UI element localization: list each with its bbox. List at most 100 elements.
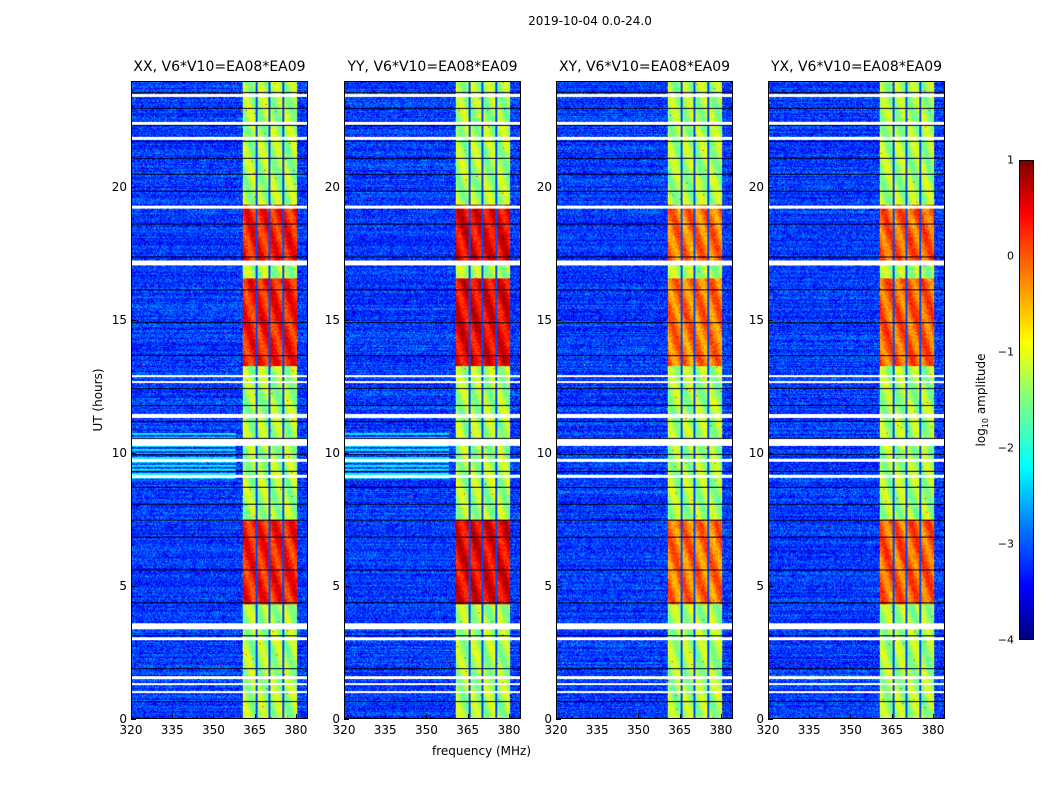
y-tick-mark [768,719,773,720]
colorbar-label-main: log [973,428,988,447]
x-tick-mark [809,714,811,719]
x-tick-label: 350 [627,723,650,737]
x-tick-label: 320 [332,723,356,737]
y-tick-mark [344,719,349,720]
x-tick-mark [932,714,934,719]
y-axis-label: UT (hours) [91,368,105,432]
y-tick-mark [344,453,349,455]
x-tick-label: 335 [373,723,397,737]
x-tick-label: 365 [456,723,480,737]
colorbar-tick-label: −4 [997,633,1014,647]
x-tick-label: 350 [839,723,862,737]
y-tick-mark [556,187,561,189]
x-tick-mark [295,714,297,719]
y-tick-label: 10 [536,446,552,461]
y-tick-label: 15 [111,313,127,328]
x-tick-label: 380 [497,723,521,737]
y-tick-label: 15 [536,313,552,328]
colorbar-tick-label: 1 [1007,153,1014,167]
colorbar-tick-label: −2 [997,441,1014,455]
y-tick-label: 10 [748,446,764,461]
spectrogram-panel [131,81,308,719]
spectrogram-panel [768,81,945,719]
x-tick-mark [638,714,640,719]
x-tick-mark [254,714,256,719]
y-tick-mark [768,187,773,189]
x-tick-mark [213,714,215,719]
y-tick-mark [344,320,349,322]
heatmap-image [132,82,307,718]
x-tick-mark [385,714,387,719]
x-tick-label: 320 [119,723,143,737]
y-tick-mark [131,320,136,322]
y-tick-label: 20 [536,180,552,195]
y-tick-label: 15 [324,313,340,328]
x-tick-mark [426,714,428,719]
y-tick-label: 0 [332,712,340,726]
x-tick-label: 350 [415,723,438,737]
x-tick-mark [508,714,510,719]
y-tick-mark [556,320,561,322]
spectrogram-panel [556,81,733,719]
x-tick-label: 320 [756,723,780,737]
y-tick-mark [556,719,561,720]
y-tick-label: 10 [324,446,340,461]
x-tick-mark [131,714,132,719]
figure-title: 2019-10-04 0.0-24.0 [528,14,652,28]
y-tick-mark [131,719,136,720]
x-tick-label: 350 [202,723,225,737]
y-tick-label: 0 [544,712,552,726]
x-tick-mark [891,714,893,719]
y-tick-mark [556,453,561,455]
x-tick-label: 380 [284,723,308,737]
y-tick-label: 0 [119,712,127,726]
y-tick-label: 10 [111,446,127,461]
x-tick-label: 365 [668,723,692,737]
x-tick-mark [597,714,599,719]
y-tick-mark [344,586,349,588]
x-tick-mark [556,714,557,719]
x-tick-label: 380 [921,723,945,737]
y-tick-label: 20 [324,180,340,195]
y-tick-mark [344,187,349,189]
y-tick-mark [131,187,136,189]
x-tick-mark [172,714,174,719]
y-tick-label: 5 [756,579,764,594]
colorbar-tick-label: 0 [1007,249,1014,263]
x-tick-label: 335 [160,723,184,737]
spectrogram-panel [344,81,521,719]
panel-title: XY, V6*V10=EA08*EA09 [558,59,731,75]
x-tick-mark [720,714,722,719]
colorbar-tick-label: −1 [997,345,1014,359]
x-tick-label: 335 [585,723,609,737]
x-tick-mark [850,714,852,719]
x-tick-mark [467,714,469,719]
panel-title: YX, V6*V10=EA08*EA09 [770,59,943,75]
y-tick-mark [768,320,773,322]
panel-title: XX, V6*V10=EA08*EA09 [133,59,306,75]
y-tick-mark [131,453,136,455]
y-tick-label: 5 [119,579,127,594]
y-tick-mark [768,586,773,588]
y-tick-label: 20 [748,180,764,195]
y-tick-label: 15 [748,313,764,328]
heatmap-image [769,82,944,718]
x-tick-label: 380 [709,723,733,737]
y-tick-mark [131,586,136,588]
x-tick-label: 320 [544,723,568,737]
colorbar-label-tail: amplitude [973,353,988,418]
heatmap-image [557,82,732,718]
colorbar-label-sub: 10 [981,417,991,429]
x-tick-mark [768,714,769,719]
y-tick-label: 0 [756,712,764,726]
y-tick-label: 20 [111,180,127,195]
colorbar [1019,160,1034,640]
heatmap-image [345,82,520,718]
panel-title: YY, V6*V10=EA08*EA09 [347,59,518,75]
x-tick-label: 365 [880,723,904,737]
x-axis-label: frequency (MHz) [432,744,532,758]
colorbar-tick-label: −3 [997,537,1014,551]
x-tick-label: 365 [243,723,267,737]
y-tick-label: 5 [332,579,340,594]
y-tick-mark [768,453,773,455]
